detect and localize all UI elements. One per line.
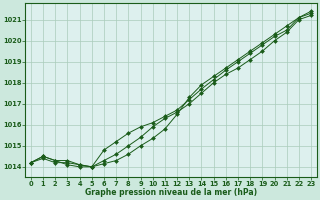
X-axis label: Graphe pression niveau de la mer (hPa): Graphe pression niveau de la mer (hPa)	[85, 188, 257, 197]
